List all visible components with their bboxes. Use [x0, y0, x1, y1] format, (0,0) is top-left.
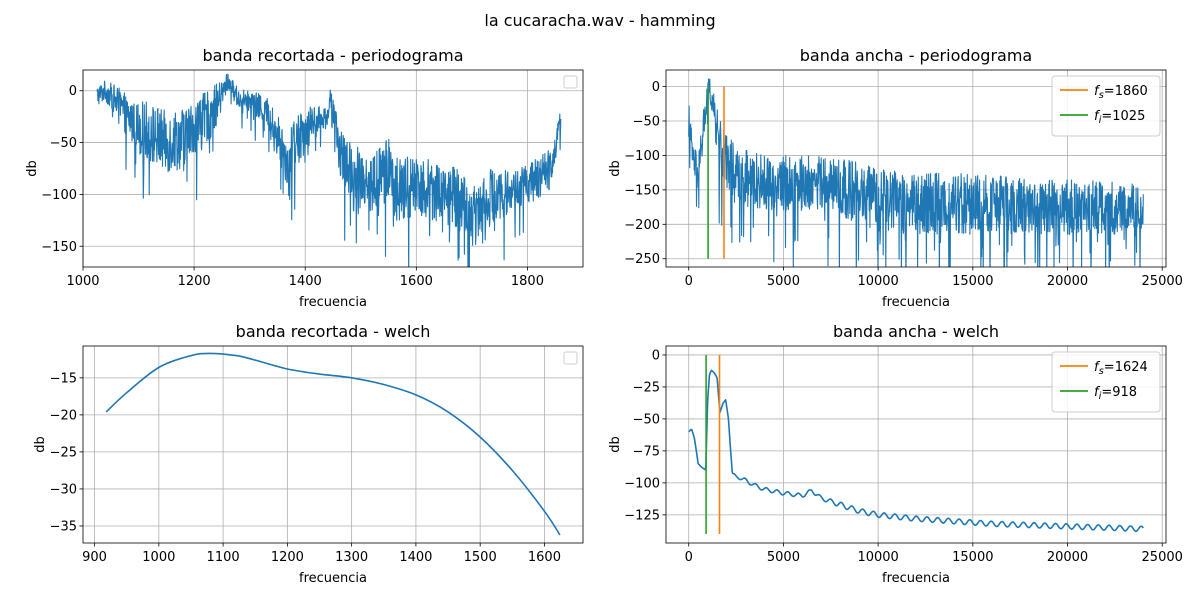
axes-frame [82, 69, 584, 268]
series-line-1 [688, 78, 1144, 267]
plot-area [105, 352, 561, 536]
x-tick-label: 20000 [1047, 550, 1088, 565]
x-axis-label: frecuencia [299, 295, 367, 310]
x-tick-label: 1200 [271, 550, 304, 565]
x-tick-label: 25000 [1142, 274, 1183, 289]
chart-1: 1000 1200 1400 1600 1800 0 −50 −100 −150 banda re… [25, 46, 584, 310]
y-tick-label: −25 [50, 445, 77, 460]
x-tick-label: 25000 [1142, 550, 1183, 565]
x-tick-label: 5000 [767, 550, 800, 565]
x-tick-label: 1000 [66, 274, 99, 289]
y-tick-label: 0 [69, 84, 77, 99]
series-line-1 [105, 352, 561, 536]
y-tick-label: −150 [624, 183, 660, 198]
x-tick-label: 1000 [142, 550, 175, 565]
x-tick-label: 5000 [767, 274, 800, 289]
chart-4: 0 5000 10000 15000 20000 25000 0 −25 −50 −75 −100 −… [608, 322, 1183, 586]
x-axis-label: frecuencia [299, 571, 367, 586]
y-axis-label: db [608, 160, 623, 177]
legend-label: fs=1860 [1094, 84, 1148, 101]
chart-3: 900 1000 1100 1200 1300 1400 1500 1600 −15 −20 −25… [33, 322, 584, 586]
y-tick-label: −20 [50, 408, 77, 423]
x-tick-label: 15000 [952, 550, 993, 565]
y-tick-label: −100 [41, 188, 77, 203]
x-tick-label: 0 [685, 274, 693, 289]
y-axis-label: db [608, 436, 623, 453]
legend-box-empty [563, 75, 578, 89]
x-tick-label: 20000 [1047, 274, 1088, 289]
y-tick-label: −30 [50, 482, 77, 497]
y-tick-label: −15 [50, 371, 77, 386]
legend-box [1051, 75, 1161, 137]
x-axis-label: frecuencia [882, 571, 950, 586]
y-tick-label: −100 [624, 149, 660, 164]
x-tick-label: 1300 [335, 550, 368, 565]
plot-area [688, 355, 1144, 534]
x-tick-label: 1400 [289, 274, 322, 289]
legend-label: fs=1624 [1094, 360, 1148, 377]
chart-title: banda ancha - welch [833, 322, 999, 341]
series-line-1 [688, 369, 1144, 532]
axes-frame [82, 345, 584, 544]
x-tick-label: 1500 [464, 550, 497, 565]
y-tick-label: −25 [633, 380, 660, 395]
y-tick-label: −125 [624, 508, 660, 523]
y-tick-label: −35 [50, 519, 77, 534]
series-line-1 [96, 73, 562, 267]
legend-box-empty [563, 351, 578, 365]
x-tick-label: 10000 [857, 550, 898, 565]
x-tick-label: 1400 [399, 550, 432, 565]
y-tick-label: −50 [50, 136, 77, 151]
axes-frame [665, 69, 1167, 268]
y-tick-label: −75 [633, 444, 660, 459]
y-tick-label: −250 [624, 252, 660, 267]
x-tick-label: 1600 [528, 550, 561, 565]
y-axis-label: db [25, 160, 40, 177]
y-tick-label: −200 [624, 218, 660, 233]
x-tick-label: 10000 [857, 274, 898, 289]
x-tick-label: 15000 [952, 274, 993, 289]
y-tick-label: −150 [41, 240, 77, 255]
x-tick-label: 1800 [511, 274, 544, 289]
x-tick-label: 0 [685, 550, 693, 565]
chart-title: banda ancha - periodograma [800, 46, 1032, 65]
legend-label: fi=918 [1094, 385, 1137, 402]
x-tick-label: 1600 [400, 274, 433, 289]
plot-area [688, 78, 1144, 267]
axes-frame [665, 345, 1167, 544]
y-tick-label: 0 [652, 80, 660, 95]
x-tick-label: 1100 [207, 550, 240, 565]
x-tick-label: 1200 [178, 274, 211, 289]
x-tick-label: 900 [82, 550, 107, 565]
figure-suptitle: la cucaracha.wav - hamming [484, 11, 715, 30]
y-tick-label: −50 [633, 114, 660, 129]
y-axis-label: db [33, 436, 48, 453]
x-axis-label: frecuencia [882, 295, 950, 310]
legend-label: fi=1025 [1094, 109, 1145, 126]
y-tick-label: 0 [652, 348, 660, 363]
legend-box [1051, 351, 1161, 413]
chart-2: 0 5000 10000 15000 20000 25000 0 −50 −100 −150 −20… [608, 46, 1183, 310]
y-tick-label: −100 [624, 476, 660, 491]
chart-title: banda recortada - welch [236, 322, 431, 341]
plot-area [96, 73, 562, 267]
chart-title: banda recortada - periodograma [202, 46, 463, 65]
y-tick-label: −50 [633, 412, 660, 427]
